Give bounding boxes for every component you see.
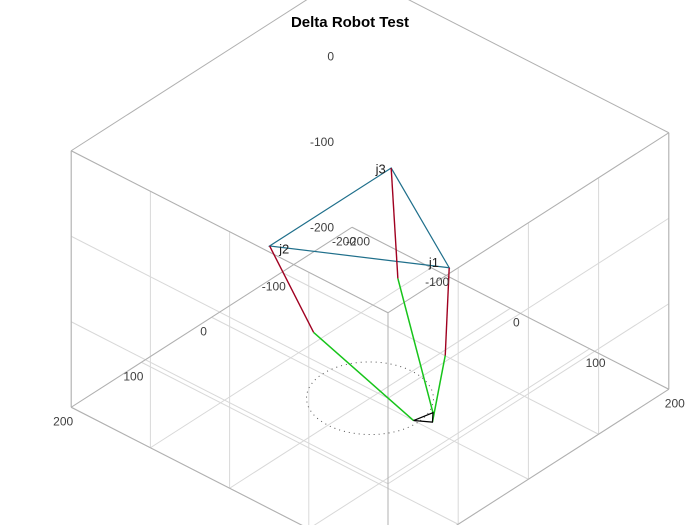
svg-text:-100: -100 — [310, 135, 334, 149]
svg-text:-100: -100 — [262, 279, 286, 293]
figure: Delta Robot Test -200-1000100-200-100010… — [0, 0, 700, 525]
svg-text:200: 200 — [665, 396, 685, 410]
svg-text:0: 0 — [513, 315, 520, 329]
svg-text:j1: j1 — [428, 255, 439, 270]
svg-text:100: 100 — [123, 369, 143, 383]
axes-3d: -200-1000100-200-1000100200-200-10001002… — [0, 0, 700, 525]
svg-text:j3: j3 — [375, 161, 386, 176]
svg-text:j2: j2 — [278, 242, 289, 257]
svg-text:200: 200 — [53, 414, 73, 428]
svg-text:0: 0 — [200, 324, 207, 338]
svg-text:-100: -100 — [425, 275, 449, 289]
svg-text:-200: -200 — [332, 234, 356, 248]
svg-text:-200: -200 — [310, 220, 334, 234]
svg-text:100: 100 — [586, 356, 606, 370]
svg-text:0: 0 — [327, 49, 334, 63]
